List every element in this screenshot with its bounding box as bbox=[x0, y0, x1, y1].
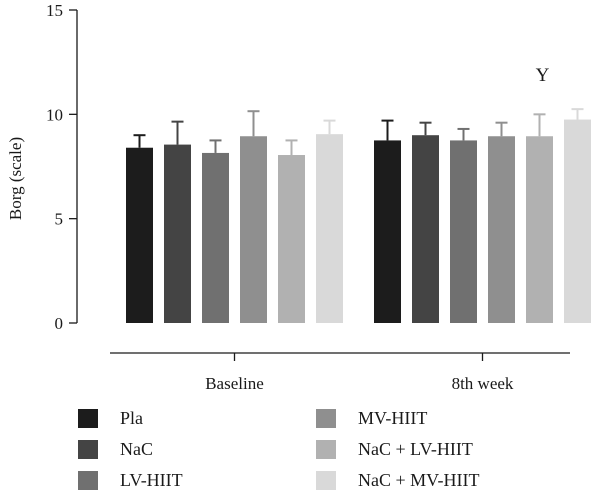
bar bbox=[278, 155, 305, 323]
error-bars bbox=[133, 108, 584, 156]
significance-marker: Y bbox=[536, 65, 550, 86]
bar bbox=[564, 119, 591, 323]
bar bbox=[164, 144, 191, 323]
y-axis-label: Borg (scale) bbox=[6, 137, 25, 220]
x-axis: Baseline 8th week bbox=[110, 352, 570, 393]
y-tick-label: 10 bbox=[46, 105, 63, 124]
y-tick-label: 15 bbox=[46, 1, 63, 20]
x-tick-label: Baseline bbox=[205, 374, 264, 393]
bar bbox=[450, 140, 477, 323]
bar bbox=[316, 134, 343, 323]
bars bbox=[126, 119, 591, 323]
bar bbox=[412, 135, 439, 323]
y-tick-label: 0 bbox=[55, 314, 64, 333]
bar bbox=[374, 140, 401, 323]
bar bbox=[126, 147, 153, 323]
annotations: Y bbox=[536, 65, 550, 86]
bar bbox=[488, 136, 515, 323]
x-tick-label: 8th week bbox=[452, 374, 514, 393]
y-axis: 0 5 10 15 Borg (scale) bbox=[6, 1, 78, 333]
bar bbox=[526, 136, 553, 323]
y-tick-label: 5 bbox=[55, 210, 64, 229]
bar bbox=[240, 136, 267, 323]
bar bbox=[202, 152, 229, 323]
